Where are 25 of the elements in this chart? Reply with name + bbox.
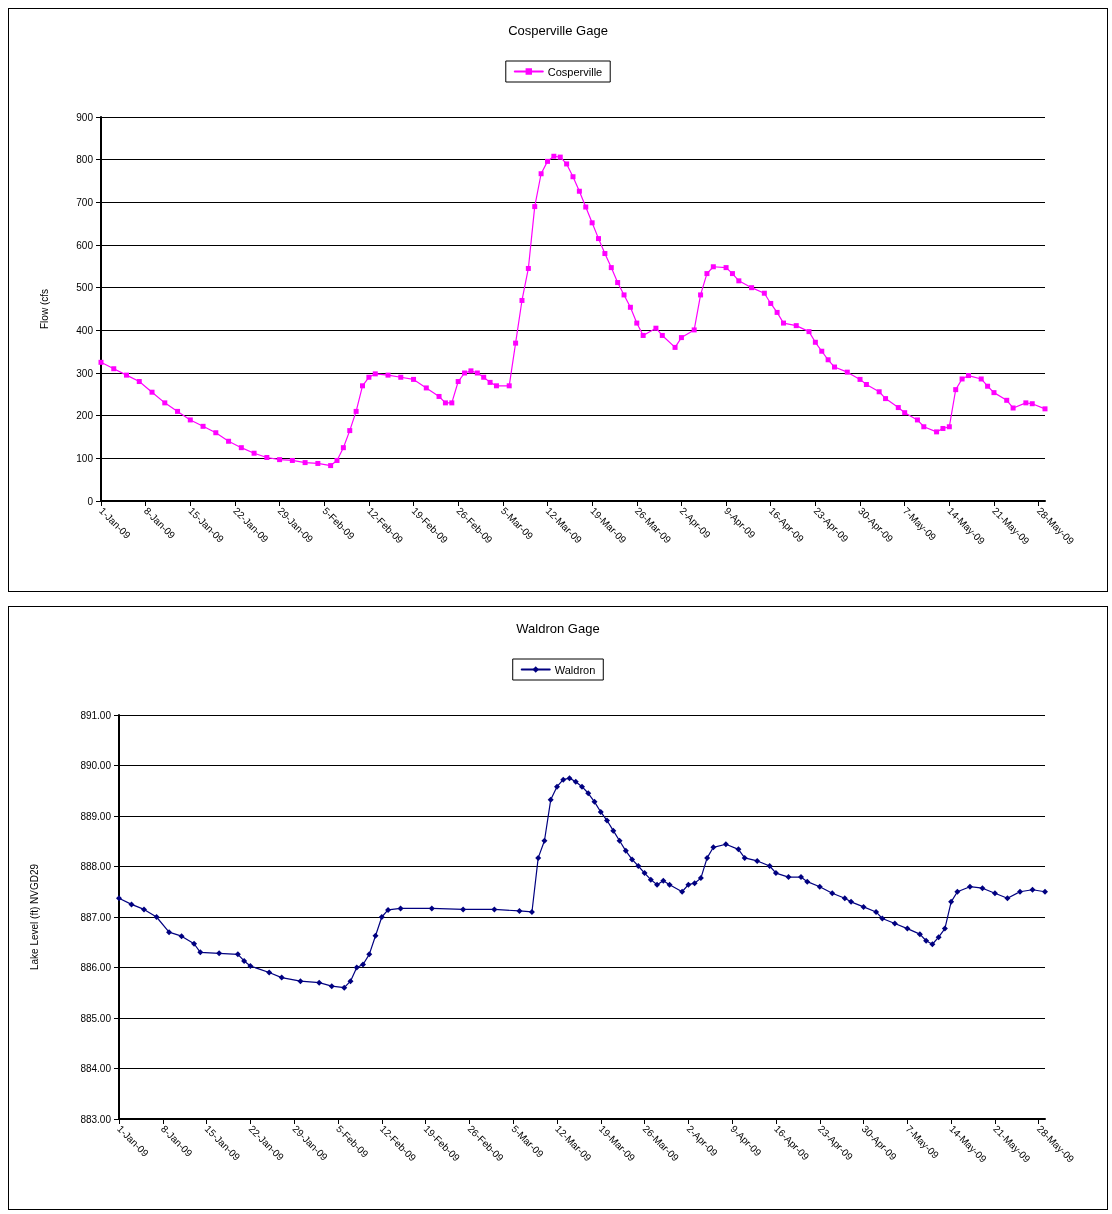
y-tick-label: 200 [76,410,94,422]
y-tick-label: 890.00 [80,760,112,771]
y-tick-label: 887.00 [80,911,112,923]
y-tick-label: 600 [76,239,94,251]
chart-title: Waldron Gage [516,621,600,636]
y-tick-label: 884.00 [80,1063,112,1074]
y-tick-label: 800 [76,154,94,166]
y-tick-label: 500 [76,282,94,294]
y-axis-title: Lake Level (ft) NVGD29 [28,863,40,971]
y-tick-label: 900 [76,111,94,123]
y-tick-label: 888.00 [80,861,112,872]
y-axis-title: Flow (cfs [38,289,50,329]
y-tick-label: 0 [87,495,94,507]
y-tick-label: 891.00 [80,709,112,721]
y-tick-label: 886.00 [80,962,112,973]
y-tick-label: 300 [76,367,94,379]
legend-label: Cosperville [547,65,603,78]
legend-label: Waldron [554,663,596,676]
chart-title: Cosperville Gage [508,23,608,38]
y-tick-label: 889.00 [80,810,112,822]
y-tick-label: 885.00 [80,1012,112,1024]
y-tick-label: 100 [76,452,94,464]
y-tick-label: 883.00 [80,1113,112,1125]
y-tick-label: 700 [76,196,94,208]
y-tick-label: 400 [76,324,94,336]
